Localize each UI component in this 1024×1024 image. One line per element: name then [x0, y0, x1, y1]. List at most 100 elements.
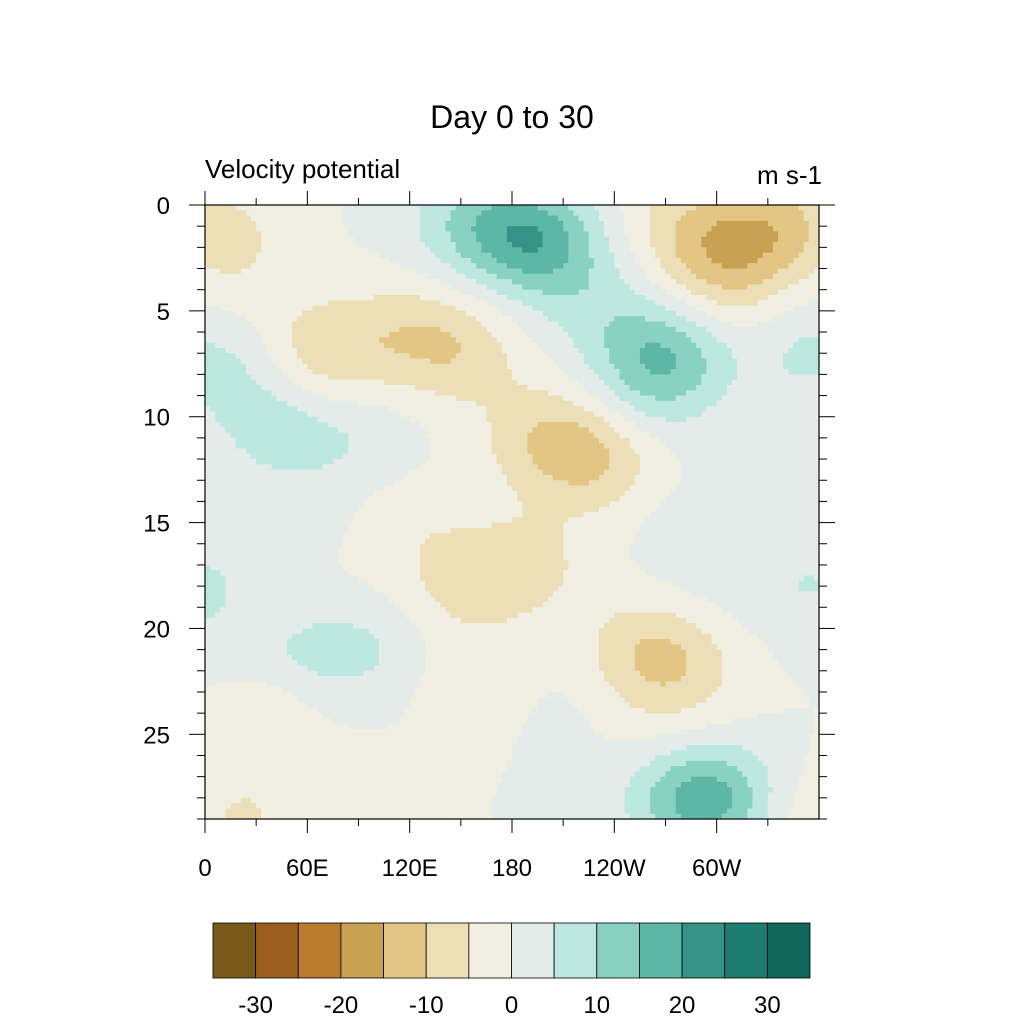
- field-cell: [205, 263, 252, 270]
- field-cell: [609, 353, 641, 360]
- field-cell: [604, 220, 626, 227]
- field-cell: [665, 305, 697, 312]
- field-cell: [414, 268, 457, 275]
- field-cell: [558, 586, 682, 592]
- field-cell: [378, 337, 457, 344]
- field-cell: [716, 400, 819, 407]
- field-cell: [286, 649, 380, 656]
- field-cell: [813, 723, 819, 730]
- field-cell: [563, 554, 631, 561]
- field-cell: [563, 326, 605, 333]
- field-cell: [670, 766, 738, 772]
- field-cell: [670, 639, 713, 645]
- colorbar-box: [340, 922, 384, 979]
- field-cell: [568, 247, 590, 254]
- field-cell: [419, 549, 564, 555]
- field-cell: [563, 533, 636, 540]
- field-cell: [578, 422, 610, 428]
- field-cell: [394, 480, 508, 487]
- field-cell: [491, 432, 528, 439]
- field-cell: [604, 231, 626, 238]
- y-tick-label: 25: [143, 722, 170, 749]
- colorbar-box: [468, 922, 512, 979]
- field-cell: [307, 665, 375, 672]
- field-cell: [455, 242, 482, 248]
- field-cell: [506, 363, 559, 370]
- field-cell: [624, 215, 651, 222]
- field-cell: [563, 220, 585, 227]
- field-cell: [537, 205, 569, 211]
- field-cell: [205, 781, 498, 788]
- field-cell: [205, 559, 339, 566]
- field-cell: [537, 464, 610, 471]
- field-cell: [256, 257, 390, 264]
- field-cell: [225, 596, 390, 603]
- field-cell: [205, 564, 211, 571]
- field-cell: [205, 379, 257, 386]
- field-cell: [532, 337, 574, 344]
- field-cell: [568, 564, 641, 571]
- field-cell: [619, 268, 646, 275]
- field-cell: [425, 660, 600, 667]
- field-cell: [675, 279, 708, 285]
- field-cell: [604, 226, 626, 233]
- field-cell: [783, 353, 819, 360]
- field-cell: [527, 448, 610, 455]
- field-cell: [425, 654, 600, 661]
- field-cell: [645, 273, 672, 280]
- field-cell: [338, 554, 421, 561]
- field-cell: [675, 358, 708, 365]
- field-cell: [205, 506, 360, 513]
- field-cell: [256, 252, 380, 259]
- field-cell: [261, 231, 349, 238]
- field-cell: [593, 263, 615, 270]
- field-cell: [783, 310, 819, 317]
- field-cell: [481, 321, 518, 328]
- field-cell: [343, 533, 431, 540]
- field-cell: [793, 797, 819, 804]
- field-cell: [609, 617, 687, 624]
- field-cell: [419, 575, 564, 582]
- field-cell: [205, 220, 257, 227]
- field-cell: [327, 422, 421, 428]
- field-cell: [363, 501, 523, 508]
- field-cell: [445, 607, 534, 614]
- field-cell: [419, 294, 477, 301]
- field-cell: [205, 390, 273, 397]
- field-cell: [706, 369, 738, 375]
- field-cell: [711, 639, 764, 645]
- field-cell: [650, 231, 677, 238]
- field-cell: [711, 633, 759, 640]
- field-cell: [772, 242, 805, 248]
- field-cell: [675, 797, 733, 804]
- field-cell: [650, 236, 677, 243]
- field-cell: [639, 670, 687, 677]
- field-cell: [685, 744, 743, 751]
- field-cell: [629, 443, 667, 450]
- field-cell: [348, 231, 421, 238]
- field-cell: [205, 792, 498, 799]
- field-cell: [358, 242, 426, 248]
- field-cell: [675, 242, 702, 248]
- field-cell: [343, 220, 421, 227]
- field-cell: [675, 803, 733, 810]
- field-cell: [358, 575, 421, 582]
- field-cell: [240, 268, 416, 275]
- field-cell: [205, 512, 354, 518]
- field-cell: [205, 697, 298, 704]
- field-cell: [205, 294, 375, 301]
- field-cell: [348, 443, 431, 450]
- field-cell: [639, 353, 677, 360]
- field-cell: [409, 416, 488, 423]
- field-cell: [291, 654, 380, 661]
- field-cell: [532, 459, 610, 465]
- field-cell: [425, 649, 600, 656]
- field-cell: [225, 427, 339, 434]
- field-cell: [491, 803, 626, 810]
- field-cell: [537, 247, 569, 254]
- field-cell: [598, 210, 626, 217]
- field-cell: [205, 723, 349, 730]
- field-cell: [593, 411, 621, 418]
- field-cell: [205, 268, 221, 275]
- colorbar-box: [255, 922, 299, 979]
